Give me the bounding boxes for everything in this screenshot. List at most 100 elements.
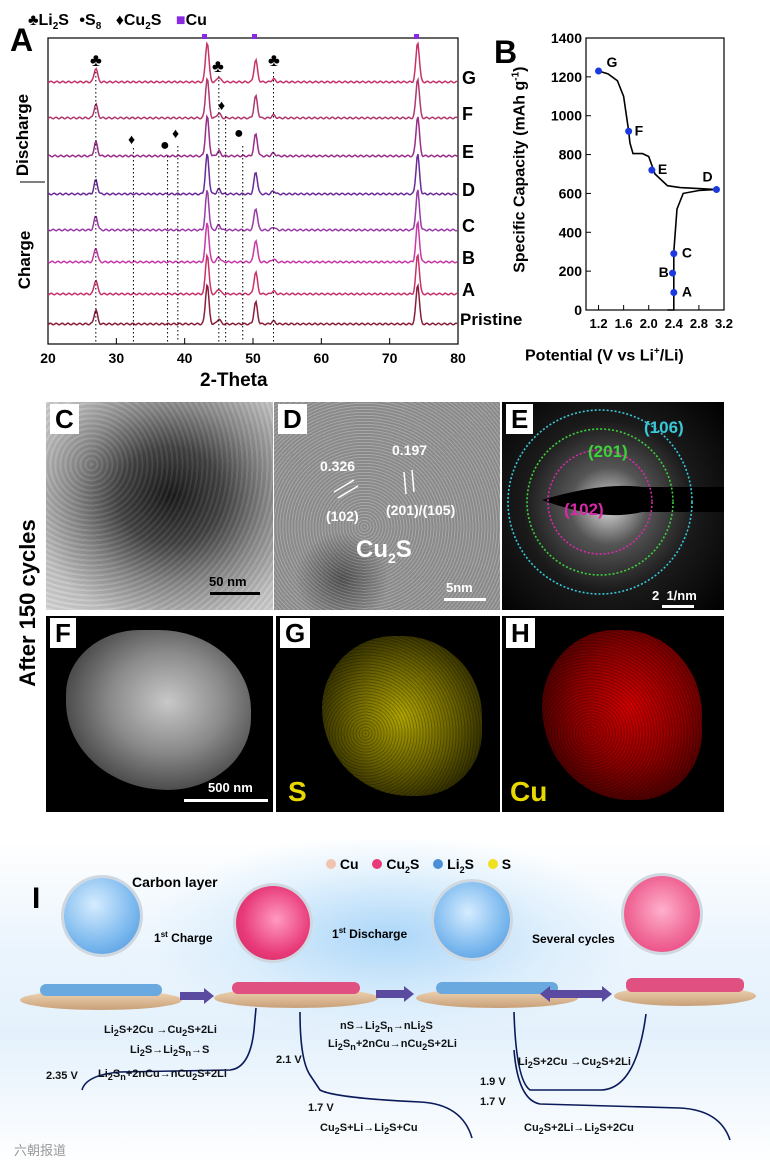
voltage-2-1: 2.1 V [276, 1054, 302, 1066]
xrd-curve-label-e: E [462, 142, 475, 162]
voltage-1-7-b: 1.7 V [480, 1096, 506, 1108]
panel-e-scale-bar [662, 605, 694, 608]
voltage-1-9: 1.9 V [480, 1076, 506, 1088]
capacity-point-label-a: A [682, 284, 692, 300]
xrd-markers: ♣ ♣ ♣ ♦ ♦ ♦ ● ● [90, 34, 419, 154]
capacity-point-b [669, 269, 677, 277]
d-spacing-2: 0.197 [392, 442, 428, 458]
voltage-curves [81, 1007, 731, 1141]
panel-f-scale-label: 500 nm [208, 780, 253, 795]
xrd-xtick-label-60: 60 [313, 350, 330, 366]
capacity-ticks: 0 200 400 600 800 1000 1200 1400 1.2 1.6 2.0 2.4 2.8… [551, 30, 733, 331]
capacity-point-g [595, 67, 603, 75]
legend-cu2s-label: Cu2S [386, 856, 420, 875]
equation-2: Li2S→Li2Sn→S [130, 1044, 210, 1059]
capacity-point-label-g: G [607, 54, 618, 70]
panel-d-hrtem-image: D 0.326 0.197 (102) (201)/(105) Cu2S 5nm [274, 402, 500, 610]
xrd-curve-label-b: B [462, 248, 475, 268]
electrode-3-particles [436, 982, 558, 994]
panel-g-element-label: S [288, 776, 307, 807]
xrd-dotted-lines [95, 72, 274, 342]
ring-label-106: (106) [644, 418, 684, 437]
panel-c-scale-bar [210, 592, 260, 595]
capacity-ytick-label-1200: 1200 [551, 69, 582, 85]
bubble-3 [434, 882, 510, 958]
xrd-xtick-label-70: 70 [381, 350, 398, 366]
panel-i-letter: I [32, 882, 41, 915]
marker-cu2s-2: ♦ [128, 131, 135, 147]
panel-f-scale-bar [184, 799, 268, 802]
xrd-curve-a [47, 252, 458, 296]
panel-a-legend: ♣Li2S •S8 ♦Cu2S ■Cu [28, 12, 207, 32]
panel-h-cu-map: H Cu [502, 616, 724, 812]
xrd-xtick-label-40: 40 [176, 350, 193, 366]
legend-cu-label: Cu [339, 856, 359, 872]
capacity-xtick-label-1.2: 1.2 [590, 316, 608, 331]
marker-li2s-2: ♣ [212, 56, 224, 76]
marker-cu-1 [202, 34, 207, 39]
xrd-curve-label-f: F [462, 104, 473, 124]
capacity-point-c [670, 250, 678, 258]
capacity-ytick-label-800: 800 [559, 147, 583, 163]
equation-4: nS→Li2Sn→nLi2S [340, 1020, 433, 1035]
panel-h-element-label: Cu [510, 776, 548, 807]
capacity-xtick-label-3.2: 3.2 [715, 316, 733, 331]
legend-s-dot [487, 859, 498, 869]
xrd-curve-label-pristine: Pristine [460, 310, 523, 329]
hkl-label-1: (102) [326, 508, 359, 524]
marker-li2s-1: ♣ [90, 50, 102, 70]
capacity-frame [585, 37, 725, 311]
carbon-layer-label: Carbon layer [132, 874, 218, 890]
capacity-points: ABC D E F G [595, 54, 720, 300]
marker-cu2s-3: ♦ [172, 125, 179, 141]
panel-c-letter: C [50, 404, 79, 434]
panel-d-letter: D [278, 404, 307, 434]
panel-d-scale-label: 5nm [446, 580, 473, 595]
saed-overlay [507, 409, 724, 595]
voltage-2-35: 2.35 V [46, 1070, 78, 1082]
several-cycles-label: Several cycles [532, 932, 615, 946]
equation-7: Li2S+2Cu →Cu2S+2Li [518, 1056, 631, 1071]
panel-f-letter: F [50, 618, 76, 648]
xrd-curves [47, 41, 458, 326]
capacity-point-label-f: F [635, 122, 644, 138]
after-150-cycles-label: After 150 cycles [15, 519, 40, 687]
panel-e-saed-image: E (106) (201) (102) 2 1/nm [502, 402, 724, 610]
panel-c-tem-image: C 50 nm [46, 402, 273, 610]
xrd-xtick-label-20: 20 [40, 350, 56, 366]
panel-h-letter: H [506, 618, 535, 648]
xrd-curve-pristine [47, 282, 458, 326]
hkl-label-2: (201)/(105) [386, 502, 456, 518]
equation-3: Li2Sn+2nCu→nCu2S+2Li [98, 1068, 227, 1083]
panel-i-schematic: I Cu Cu2S Li2S S Carbon layer 1st Charge… [0, 840, 770, 1165]
legend-li2s-dot [433, 859, 444, 869]
legend-cu: ■Cu [175, 12, 207, 29]
xrd-xtick-label-50: 50 [245, 350, 261, 366]
marker-li2s-3: ♣ [268, 50, 280, 70]
xrd-xticks [47, 338, 459, 344]
capacity-point-a [670, 289, 678, 297]
arrow-discharge [376, 986, 414, 1002]
equation-8: Cu2S+2Li→Li2S+2Cu [524, 1122, 634, 1137]
electrode-4-particles [626, 978, 744, 992]
panel-c-scale-label: 50 nm [209, 574, 247, 589]
capacity-ytick-label-600: 600 [559, 185, 583, 201]
ring-label-201: (201) [588, 442, 628, 461]
xrd-curve-label-a: A [462, 280, 475, 300]
xrd-xtick-label-80: 80 [450, 350, 466, 366]
capacity-chart: 0 200 400 600 800 1000 1200 1400 1.2 1.6 2.0 2.4 2.8… [551, 30, 733, 331]
panel-b-letter: B [494, 34, 518, 70]
xrd-curve-c [47, 189, 458, 232]
xrd-curve-label-d: D [462, 180, 475, 200]
bubble-2 [236, 886, 310, 960]
bubble-4 [624, 876, 700, 952]
xrd-xtick-label-30: 30 [108, 350, 125, 366]
lattice-arrows [333, 469, 415, 499]
capacity-point-d [712, 186, 720, 194]
capacity-xtick-label-2.4: 2.4 [665, 316, 684, 331]
capacity-point-label-b: B [659, 264, 669, 280]
legend-s8: •S8 [79, 12, 102, 33]
xrd-xlabel: 2-Theta [200, 370, 268, 391]
ring-label-102: (102) [564, 500, 604, 519]
capacity-point-label-e: E [658, 161, 667, 177]
